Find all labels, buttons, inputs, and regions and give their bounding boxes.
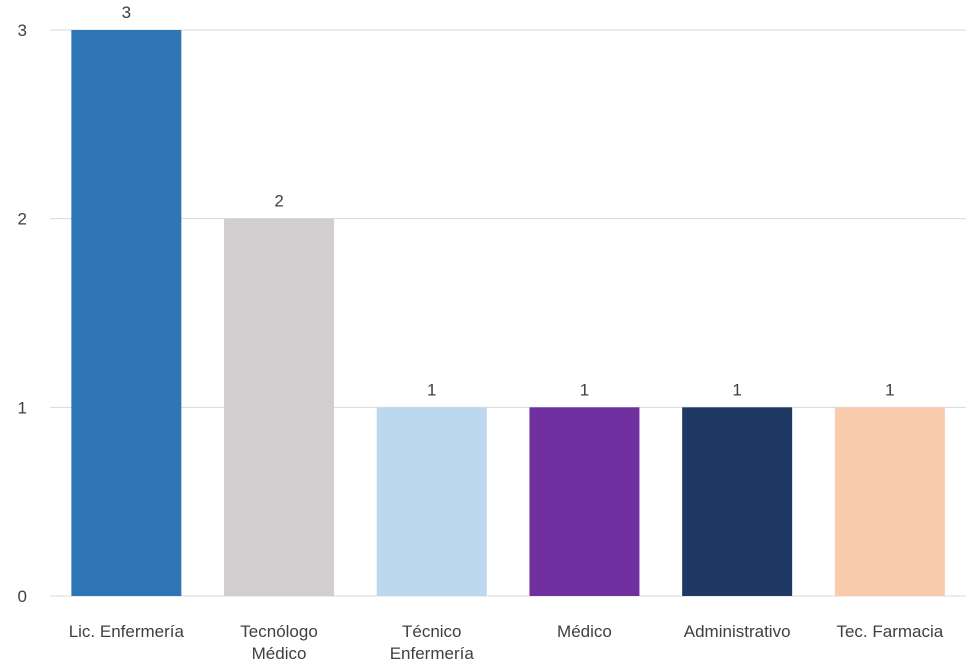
bar xyxy=(682,407,793,596)
y-tick-label: 1 xyxy=(18,398,27,417)
data-label: 1 xyxy=(885,380,894,399)
bar xyxy=(376,407,487,596)
data-label: 1 xyxy=(427,380,436,399)
x-category-label: Médico xyxy=(557,622,612,641)
bars xyxy=(71,30,945,596)
data-labels: 3 2 1 1 1 1 xyxy=(122,3,895,399)
bar xyxy=(529,407,640,596)
x-category-label-line: Técnico xyxy=(402,622,462,641)
x-category-label-line: Tecnólogo xyxy=(240,622,318,641)
y-tick-label: 0 xyxy=(18,587,27,606)
y-axis-ticks: 0 1 2 3 xyxy=(18,21,27,606)
x-category-label-line: Médico xyxy=(557,622,612,641)
bar xyxy=(71,30,182,596)
x-axis-categories: Lic. Enfermería Tecnólogo Médico Técnico Enf… xyxy=(69,622,944,663)
x-category-label-line: Lic. Enfermería xyxy=(69,622,185,641)
y-tick-label: 3 xyxy=(18,21,27,40)
bar xyxy=(224,218,335,596)
x-category-label-line: Enfermería xyxy=(390,644,475,663)
x-category-label: Administrativo xyxy=(684,622,791,641)
x-category-label: Técnico Enfermería xyxy=(390,622,475,663)
x-category-label: Tecnólogo Médico xyxy=(240,622,318,663)
gridlines xyxy=(50,29,966,597)
data-label: 2 xyxy=(274,192,283,211)
y-tick-label: 2 xyxy=(18,210,27,229)
x-category-label-line: Administrativo xyxy=(684,622,791,641)
data-label: 3 xyxy=(122,3,131,22)
bar xyxy=(834,407,945,596)
x-category-label: Tec. Farmacia xyxy=(836,622,943,641)
data-label: 1 xyxy=(732,380,741,399)
x-category-label: Lic. Enfermería xyxy=(69,622,185,641)
data-label: 1 xyxy=(580,380,589,399)
x-category-label-line: Tec. Farmacia xyxy=(836,622,943,641)
x-category-label-line: Médico xyxy=(252,644,307,663)
